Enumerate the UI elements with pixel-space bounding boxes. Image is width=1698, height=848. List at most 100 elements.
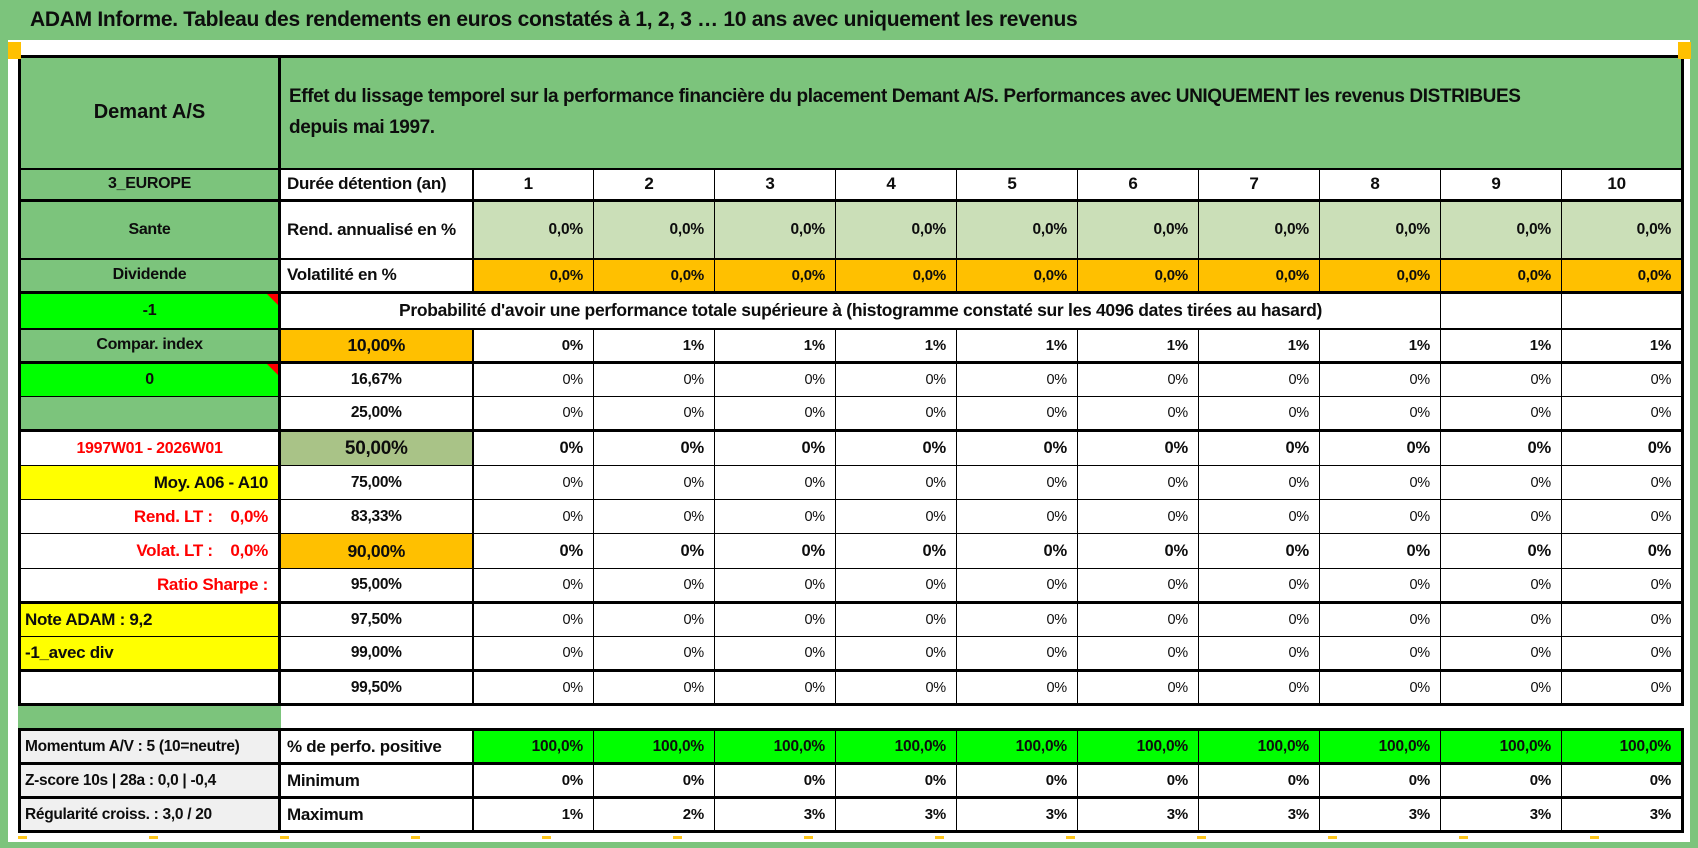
threshold-label[interactable]: 83,33% bbox=[279, 499, 474, 534]
data-cell[interactable]: 0% bbox=[1198, 465, 1320, 500]
data-cell[interactable]: 0,0% bbox=[1198, 200, 1320, 260]
data-cell[interactable]: 0% bbox=[714, 465, 836, 500]
data-cell[interactable]: 1% bbox=[593, 328, 715, 364]
data-cell[interactable]: 0% bbox=[1440, 396, 1562, 432]
data-cell[interactable]: 0% bbox=[593, 568, 715, 604]
threshold-label[interactable]: % de perfo. positive bbox=[279, 729, 474, 765]
data-cell[interactable]: 0% bbox=[1440, 362, 1562, 397]
row-label[interactable]: -1_avec div bbox=[19, 636, 281, 672]
data-cell[interactable]: 0% bbox=[1198, 396, 1320, 432]
data-cell[interactable]: 0% bbox=[1077, 499, 1199, 534]
data-cell[interactable]: 100,0% bbox=[1198, 729, 1320, 765]
data-cell[interactable]: 0,0% bbox=[472, 258, 594, 294]
threshold-label[interactable]: Minimum bbox=[279, 763, 474, 799]
data-cell[interactable]: 0% bbox=[956, 533, 1078, 569]
data-cell[interactable]: 0% bbox=[593, 465, 715, 500]
data-cell[interactable]: 100,0% bbox=[835, 729, 957, 765]
threshold-label[interactable]: Maximum bbox=[279, 797, 474, 833]
data-cell[interactable]: 0% bbox=[714, 430, 836, 466]
data-cell[interactable]: 0% bbox=[1560, 362, 1684, 397]
row-label[interactable]: Rend. LT : 0,0% bbox=[19, 499, 281, 534]
data-cell[interactable]: 0% bbox=[956, 430, 1078, 466]
data-cell[interactable]: 3% bbox=[1319, 797, 1441, 833]
data-cell[interactable]: 0% bbox=[472, 602, 594, 637]
data-cell[interactable]: 3% bbox=[1561, 797, 1683, 833]
data-cell[interactable]: 3% bbox=[835, 797, 957, 833]
data-cell[interactable]: 0% bbox=[956, 499, 1078, 534]
data-cell[interactable]: 0% bbox=[593, 396, 715, 432]
data-cell[interactable]: 0% bbox=[1319, 499, 1441, 534]
data-cell[interactable]: 0% bbox=[835, 465, 957, 500]
data-cell[interactable]: 0% bbox=[1561, 763, 1683, 799]
threshold-label[interactable]: 99,50% bbox=[279, 670, 474, 705]
threshold-label[interactable]: 10,00% bbox=[279, 328, 474, 364]
data-cell[interactable]: 0% bbox=[472, 396, 594, 432]
row-label[interactable]: Volat. LT : 0,0% bbox=[19, 533, 281, 569]
data-cell[interactable]: 0% bbox=[1077, 636, 1199, 672]
row-label[interactable]: Compar. index bbox=[19, 328, 281, 364]
data-cell[interactable]: 0,0% bbox=[1560, 200, 1684, 260]
threshold-label[interactable]: 99,00% bbox=[279, 636, 474, 672]
threshold-label[interactable]: 50,00% bbox=[279, 430, 474, 466]
row-label[interactable]: -1 bbox=[19, 292, 281, 330]
data-cell[interactable]: 0% bbox=[835, 533, 957, 569]
data-cell[interactable]: 0% bbox=[835, 499, 957, 534]
data-cell[interactable]: 0% bbox=[472, 533, 594, 569]
data-cell[interactable]: 0% bbox=[1560, 533, 1684, 569]
data-cell[interactable]: 0% bbox=[1198, 430, 1320, 466]
data-cell[interactable]: 0% bbox=[835, 636, 957, 672]
data-cell[interactable]: 0% bbox=[1077, 568, 1199, 604]
data-cell[interactable]: 1% bbox=[472, 797, 594, 833]
data-cell[interactable]: 100,0% bbox=[1319, 729, 1441, 765]
data-cell[interactable]: 0% bbox=[1560, 636, 1684, 672]
data-cell[interactable]: 0% bbox=[1198, 670, 1320, 705]
data-cell[interactable]: 0% bbox=[1319, 430, 1441, 466]
data-cell[interactable]: 0% bbox=[1319, 396, 1441, 432]
data-cell[interactable]: 0% bbox=[714, 636, 836, 672]
data-cell[interactable]: 0% bbox=[472, 328, 594, 364]
data-cell[interactable]: 0,0% bbox=[714, 200, 836, 260]
data-cell[interactable]: 0% bbox=[472, 362, 594, 397]
data-cell[interactable]: 0% bbox=[472, 465, 594, 500]
threshold-label[interactable]: 95,00% bbox=[279, 568, 474, 604]
data-cell[interactable]: 0% bbox=[593, 533, 715, 569]
data-cell[interactable]: 0,0% bbox=[593, 200, 715, 260]
data-cell[interactable]: 0,0% bbox=[956, 258, 1078, 294]
data-cell[interactable]: 0% bbox=[956, 602, 1078, 637]
data-cell[interactable]: 0,0% bbox=[472, 200, 594, 260]
data-cell[interactable]: 0% bbox=[1440, 499, 1562, 534]
data-cell[interactable]: 0% bbox=[593, 636, 715, 672]
data-cell[interactable]: 7 bbox=[1198, 168, 1320, 202]
data-cell[interactable]: 0% bbox=[593, 602, 715, 637]
data-cell[interactable]: 9 bbox=[1440, 168, 1562, 202]
row-label[interactable]: Sante bbox=[19, 200, 281, 260]
data-cell[interactable]: 0% bbox=[1198, 362, 1320, 397]
data-cell[interactable]: 1% bbox=[1319, 328, 1441, 364]
data-cell[interactable]: 100,0% bbox=[472, 729, 594, 765]
data-cell[interactable]: 6 bbox=[1077, 168, 1199, 202]
data-cell[interactable]: 0% bbox=[1198, 602, 1320, 637]
data-cell[interactable]: 8 bbox=[1319, 168, 1441, 202]
data-cell[interactable]: 0% bbox=[956, 362, 1078, 397]
row-label[interactable]: Moy. A06 - A10 bbox=[19, 465, 281, 500]
data-cell[interactable]: 0% bbox=[956, 763, 1078, 799]
data-cell[interactable]: 0,0% bbox=[1440, 258, 1562, 294]
data-cell[interactable]: 100,0% bbox=[714, 729, 836, 765]
data-cell[interactable]: 0% bbox=[1198, 533, 1320, 569]
data-cell[interactable]: 0% bbox=[1198, 636, 1320, 672]
data-cell[interactable]: 0% bbox=[1319, 465, 1441, 500]
data-cell[interactable] bbox=[1440, 292, 1562, 330]
data-cell[interactable]: 0% bbox=[835, 763, 957, 799]
data-cell[interactable]: 0% bbox=[593, 430, 715, 466]
data-cell[interactable]: 1% bbox=[956, 328, 1078, 364]
data-cell[interactable]: 0% bbox=[1440, 465, 1562, 500]
data-cell[interactable]: 3% bbox=[714, 797, 836, 833]
data-cell[interactable]: 0,0% bbox=[1560, 258, 1684, 294]
data-cell[interactable]: 0% bbox=[714, 499, 836, 534]
data-cell[interactable]: 0% bbox=[956, 396, 1078, 432]
data-cell[interactable]: 0% bbox=[714, 362, 836, 397]
data-cell[interactable]: 0% bbox=[593, 763, 715, 799]
data-cell[interactable]: 0% bbox=[1560, 465, 1684, 500]
data-cell[interactable]: 0,0% bbox=[1077, 200, 1199, 260]
data-cell[interactable]: 0% bbox=[1440, 568, 1562, 604]
